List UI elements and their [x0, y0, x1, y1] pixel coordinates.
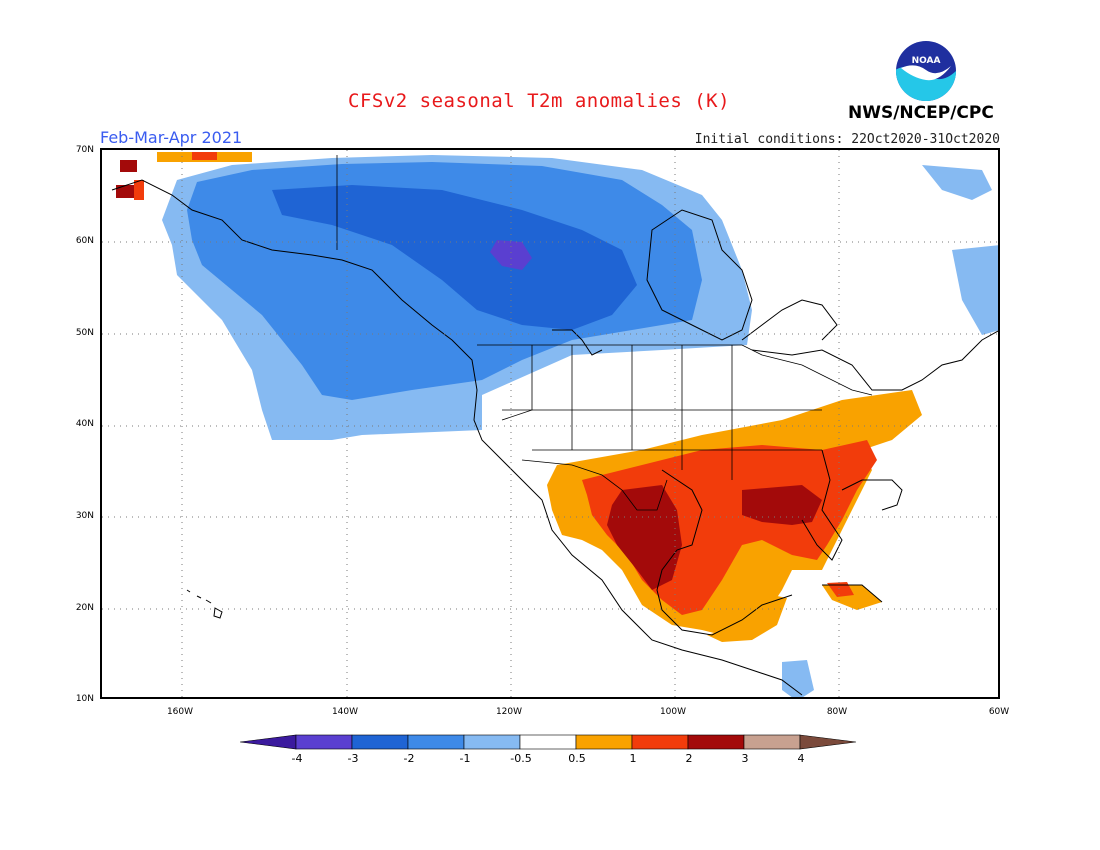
- lon-label: 140W: [331, 707, 359, 717]
- anomaly-blue-darkest: [490, 240, 532, 270]
- colorbar-swatch: [295, 734, 353, 750]
- colorbar-swatch: [407, 734, 465, 750]
- lon-label: 80W: [826, 707, 848, 717]
- anomaly-darkred-gulf: [742, 485, 822, 525]
- political-boundaries: [336, 155, 873, 511]
- lat-label: 60N: [75, 236, 94, 246]
- anomaly-orange-yucatan: [707, 595, 787, 642]
- colorbar-arrow-low: [240, 734, 297, 750]
- colorbar-arrow-high: [799, 734, 857, 750]
- anomaly-red-west-alaska: [192, 152, 217, 160]
- colorbar-label: -3: [347, 752, 359, 765]
- anomaly-blue-dark: [272, 185, 637, 330]
- anomaly-blue-panama: [782, 660, 814, 697]
- lon-label: 160W: [166, 707, 194, 717]
- season-label: Feb-Mar-Apr 2021: [100, 128, 243, 147]
- colorbar-label: -0.5: [510, 752, 532, 765]
- colorbar-label: -1: [459, 752, 471, 765]
- noaa-logo: NOAA: [896, 41, 956, 101]
- colorbar-swatch: [463, 734, 521, 750]
- colorbar-label: -4: [291, 752, 303, 765]
- agency-label: NWS/NCEP/CPC: [848, 103, 994, 123]
- lat-label: 20N: [75, 603, 94, 613]
- lat-label: 50N: [75, 328, 94, 338]
- colorbar-swatch: [519, 734, 577, 750]
- colorbar-label: 3: [741, 752, 749, 765]
- colorbar: [240, 734, 857, 750]
- lat-label: 40N: [75, 419, 94, 429]
- colorbar-label: 1: [629, 752, 637, 765]
- anomaly-darkred-west-alaska: [116, 160, 137, 198]
- logo-text: NOAA: [912, 56, 941, 66]
- colorbar-label: -2: [403, 752, 415, 765]
- chart-title: CFSv2 seasonal T2m anomalies (K): [348, 90, 731, 112]
- colorbar-swatch: [631, 734, 689, 750]
- colorbar-swatch: [351, 734, 409, 750]
- colorbar-swatch: [743, 734, 801, 750]
- anomaly-map: [100, 148, 1000, 699]
- colorbar-label: 4: [797, 752, 805, 765]
- colorbar-swatch: [687, 734, 745, 750]
- anomaly-orange-cuba: [822, 585, 882, 610]
- colorbar-label: 2: [685, 752, 693, 765]
- colorbar-label: 0.5: [568, 752, 586, 765]
- anomaly-red-cuba: [827, 582, 854, 597]
- lon-label: 120W: [495, 707, 523, 717]
- anomaly-darkred-texas: [607, 485, 682, 590]
- coastlines: [111, 179, 998, 696]
- graticule: [102, 150, 998, 697]
- anomaly-blue-greenland: [922, 165, 998, 335]
- lon-label: 100W: [659, 707, 687, 717]
- initial-conditions-label: Initial conditions: 22Oct2020-31Oct2020: [694, 132, 1000, 147]
- lat-label: 30N: [75, 511, 94, 521]
- hawaii-islands: [186, 589, 223, 619]
- colorbar-swatch: [575, 734, 633, 750]
- lat-label: 10N: [75, 694, 94, 704]
- lon-label: 60W: [988, 707, 1010, 717]
- lat-label: 70N: [75, 145, 94, 155]
- anomaly-red-west-alaska-2: [134, 180, 144, 200]
